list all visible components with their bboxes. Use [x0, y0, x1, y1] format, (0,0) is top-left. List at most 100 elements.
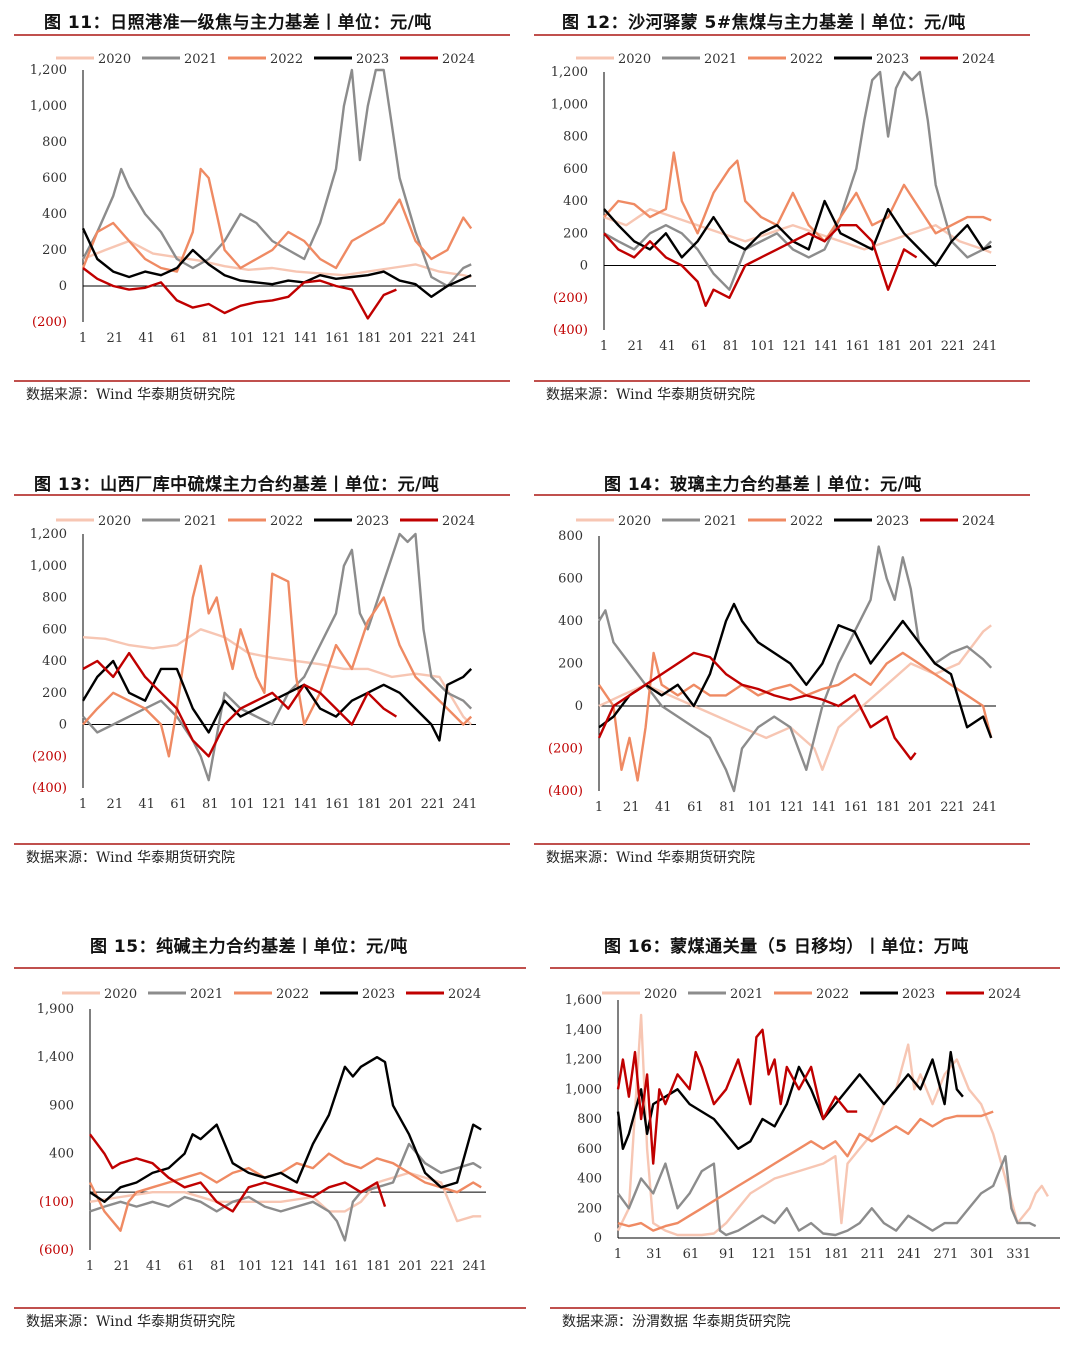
x-tick-label: 101	[230, 797, 255, 812]
y-tick-label: 1,000	[30, 559, 67, 574]
series-line-2024	[82, 267, 397, 320]
y-tick-label: 200	[577, 1201, 602, 1216]
legend-label-2022: 2022	[790, 514, 823, 529]
y-tick-label: 1,200	[30, 527, 67, 542]
series-line-2020	[603, 207, 992, 254]
y-tick-label: 800	[42, 135, 67, 150]
y-tick-label: (200)	[32, 315, 67, 330]
legend-label-2022: 2022	[276, 987, 309, 1002]
legend-label-2020: 2020	[618, 52, 651, 67]
x-tick-label: 141	[293, 797, 318, 812]
y-tick-label: 800	[558, 529, 583, 544]
x-tick-label: 1	[614, 1247, 622, 1262]
title-rule	[534, 34, 1030, 36]
legend-label-2022: 2022	[816, 987, 849, 1002]
series-line-2024	[89, 1133, 387, 1213]
chart-panel-16: 图 16：蒙煤通关量（5 日移均）丨单位：万吨 0 200 400 600 800 1,0…	[540, 924, 1080, 1345]
series-line-2022	[81, 167, 473, 273]
x-tick-label: 81	[210, 1259, 227, 1274]
x-tick-label: 81	[723, 339, 740, 354]
y-tick-label: 1,600	[565, 993, 602, 1008]
x-tick-label: 181	[366, 1259, 391, 1274]
source-rule	[14, 843, 510, 845]
y-tick-label: 200	[558, 657, 583, 672]
data-source: 数据来源：Wind 华泰期货研究院	[546, 850, 756, 866]
legend-label-2024: 2024	[962, 514, 995, 529]
x-tick-label: 181	[357, 331, 382, 346]
source-rule	[14, 380, 510, 382]
y-tick-label: (400)	[548, 784, 583, 799]
legend-label-2020: 2020	[104, 987, 137, 1002]
series-line-2022	[598, 651, 993, 782]
legend-label-2020: 2020	[98, 514, 131, 529]
x-tick-label: 241	[462, 1259, 487, 1274]
data-source: 数据来源：Wind 华泰期货研究院	[26, 1314, 236, 1330]
legend-label-2020: 2020	[98, 52, 131, 67]
x-tick-label: 221	[421, 331, 446, 346]
chart-title: 图 14：玻璃主力合约基差丨单位：元/吨	[604, 475, 922, 495]
y-tick-label: (400)	[32, 781, 67, 796]
y-tick-label: 0	[580, 259, 588, 274]
y-tick-label: 1,000	[565, 1082, 602, 1097]
series-line-2020	[82, 628, 473, 726]
x-tick-label: 91	[719, 1247, 736, 1262]
y-tick-label: 0	[59, 718, 67, 733]
y-tick-label: 600	[42, 171, 67, 186]
legend-label-2021: 2021	[704, 514, 737, 529]
series-line-2023	[89, 1055, 482, 1203]
x-tick-label: 241	[972, 800, 997, 815]
y-tick-label: 800	[42, 591, 67, 606]
x-tick-label: 121	[262, 797, 287, 812]
x-tick-label: 21	[627, 339, 644, 354]
y-tick-label: 400	[558, 614, 583, 629]
x-tick-label: 221	[941, 339, 966, 354]
data-source: 数据来源：Wind 华泰期货研究院	[26, 850, 236, 866]
x-tick-label: 121	[270, 1259, 295, 1274]
chart-panel-13: 图 13：山西厂库中硫煤主力合约基差丨单位：元/吨 (400) (200) 0 200…	[0, 462, 540, 912]
series-line-2024	[616, 1028, 858, 1165]
chart-title: 图 16：蒙煤通关量（5 日移均）丨单位：万吨	[604, 937, 969, 957]
series-line-2023	[598, 602, 993, 739]
series-line-2022	[82, 564, 473, 758]
data-source: 数据来源：Wind 华泰期货研究院	[26, 387, 236, 403]
series-line-2023	[81, 659, 473, 742]
x-tick-label: 241	[972, 339, 997, 354]
y-tick-label: 1,000	[30, 99, 67, 114]
source-rule	[534, 380, 1030, 382]
x-tick-label: 241	[452, 797, 477, 812]
y-tick-label: 600	[42, 622, 67, 637]
legend-label-2020: 2020	[644, 987, 677, 1002]
y-tick-label: 200	[42, 243, 67, 258]
x-tick-label: 101	[238, 1259, 263, 1274]
y-tick-label: 400	[563, 194, 588, 209]
title-rule	[14, 494, 510, 496]
x-tick-label: 61	[683, 1247, 700, 1262]
legend-label-2023: 2023	[902, 987, 935, 1002]
x-tick-label: 61	[687, 800, 704, 815]
x-tick-label: 31	[646, 1247, 663, 1262]
x-tick-label: 141	[302, 1259, 327, 1274]
y-tick-label: 1,200	[565, 1053, 602, 1068]
legend-label-2021: 2021	[184, 514, 217, 529]
x-tick-label: 161	[334, 1259, 359, 1274]
legend-label-2023: 2023	[356, 514, 389, 529]
chart-svg: 0 200 400 600 800 1,000 1,200 1,400 1,600 1 31 61 91…	[565, 987, 1060, 1262]
x-tick-label: 271	[933, 1247, 958, 1262]
legend-label-2024: 2024	[962, 52, 995, 67]
x-tick-label: 201	[389, 331, 414, 346]
title-rule	[14, 34, 510, 36]
x-tick-label: 21	[623, 800, 640, 815]
y-tick-label: 0	[594, 1231, 602, 1246]
y-tick-label: 1,400	[37, 1050, 74, 1065]
x-tick-label: 101	[750, 339, 775, 354]
y-tick-label: 200	[563, 226, 588, 241]
y-tick-label: (200)	[32, 749, 67, 764]
chart-title: 图 13：山西厂库中硫煤主力合约基差丨单位：元/吨	[34, 475, 440, 495]
y-tick-label: (200)	[548, 742, 583, 757]
x-tick-label: 101	[747, 800, 772, 815]
x-tick-label: 81	[202, 331, 219, 346]
x-tick-label: 21	[107, 797, 124, 812]
